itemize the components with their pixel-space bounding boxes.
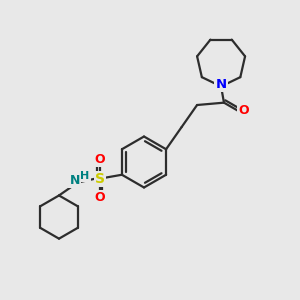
Text: S: S — [95, 172, 105, 186]
Text: N: N — [69, 174, 80, 187]
Text: O: O — [94, 153, 105, 166]
Text: N: N — [215, 78, 227, 92]
Text: H: H — [80, 171, 90, 181]
Text: O: O — [94, 191, 105, 204]
Text: O: O — [238, 104, 249, 117]
